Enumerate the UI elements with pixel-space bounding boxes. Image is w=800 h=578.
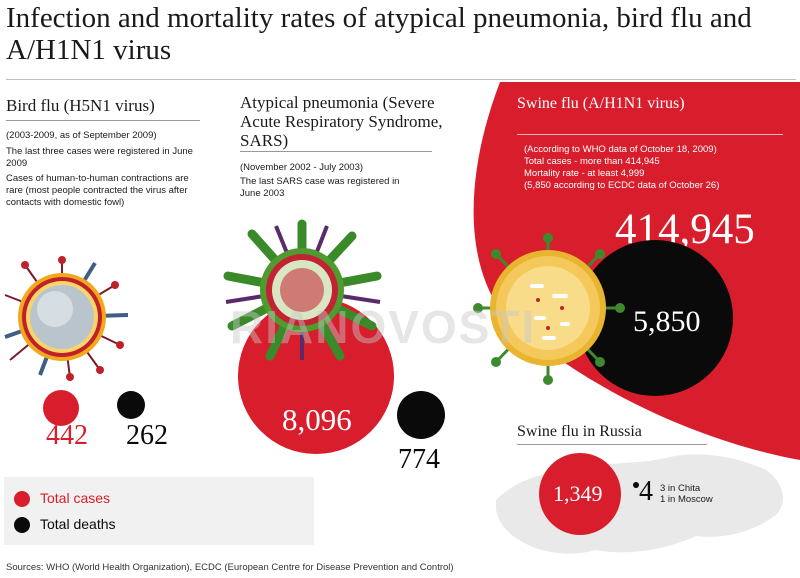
sources-note: Sources: WHO (World Health Organization)… — [6, 562, 454, 573]
swine-flu-virus-icon — [473, 233, 625, 385]
bird-flu-note-transmission: Cases of human-to-human contractions are… — [6, 173, 189, 208]
sars-divider — [240, 151, 432, 152]
swine-flu-heading: Swine flu (A/H1N1 virus) — [517, 95, 685, 112]
legend-cases-swatch — [14, 491, 30, 507]
bird-flu-note-last-cases: The last three cases were registered in … — [6, 146, 193, 169]
bird-flu-divider — [6, 120, 200, 121]
bird-flu-cases-circle — [43, 390, 79, 426]
sars-total-cases: 8,096 — [282, 402, 352, 437]
bird-flu-note-period: (2003-2009, as of September 2009) — [6, 130, 157, 141]
bird-flu-virus-icon — [4, 256, 129, 381]
swine-flu-note-mortality: Mortality rate - at least 4,999 — [524, 168, 645, 179]
sars-total-deaths: 774 — [398, 444, 440, 475]
legend-cases-label: Total cases — [40, 490, 111, 506]
swine-flu-total-deaths: 5,850 — [633, 305, 701, 338]
swine-flu-divider — [517, 134, 783, 135]
sars-virus-icon — [223, 219, 382, 361]
legend: Total cases Total deaths — [4, 477, 314, 545]
bird-flu-total-cases: 442 — [46, 420, 88, 451]
russia-heading: Swine flu in Russia — [517, 423, 642, 440]
legend-deaths-swatch — [14, 517, 30, 533]
sars-note-period: (November 2002 - July 2003) — [240, 162, 364, 173]
russia-total-cases: 1,349 — [553, 481, 603, 506]
page-title: Infection and mortality rates of atypica… — [6, 2, 752, 66]
russia-total-deaths: 4 — [639, 476, 653, 507]
russia-deaths-moscow: 1 in Moscow — [660, 494, 713, 505]
russia-divider — [517, 444, 707, 445]
watermark: RIANOVOSTI — [230, 301, 537, 353]
russia-deaths-chita: 3 in Chita — [660, 483, 701, 494]
bird-flu-heading: Bird flu (H5N1 virus) — [6, 96, 155, 115]
sars-note-last-case: The last SARS case was registered in Jun… — [240, 176, 400, 199]
swine-flu-note-ecdc: (5,850 according to ECDC data of October… — [524, 180, 720, 191]
russia-cases-circle — [539, 453, 621, 535]
bird-flu-deaths-circle — [117, 391, 145, 419]
sars-heading: Atypical pneumonia (Severe Acute Respira… — [240, 93, 443, 150]
russia-deaths-dot — [633, 482, 639, 488]
legend-deaths-label: Total deaths — [40, 516, 116, 532]
swine-flu-deaths-circle — [577, 240, 733, 396]
bird-flu-total-deaths: 262 — [126, 420, 168, 451]
swine-flu-note-source: (According to WHO data of October 18, 20… — [524, 144, 717, 155]
swine-flu-note-total: Total cases - more than 414,945 — [524, 156, 660, 167]
title-divider — [6, 79, 796, 80]
sars-deaths-circle — [397, 391, 445, 439]
